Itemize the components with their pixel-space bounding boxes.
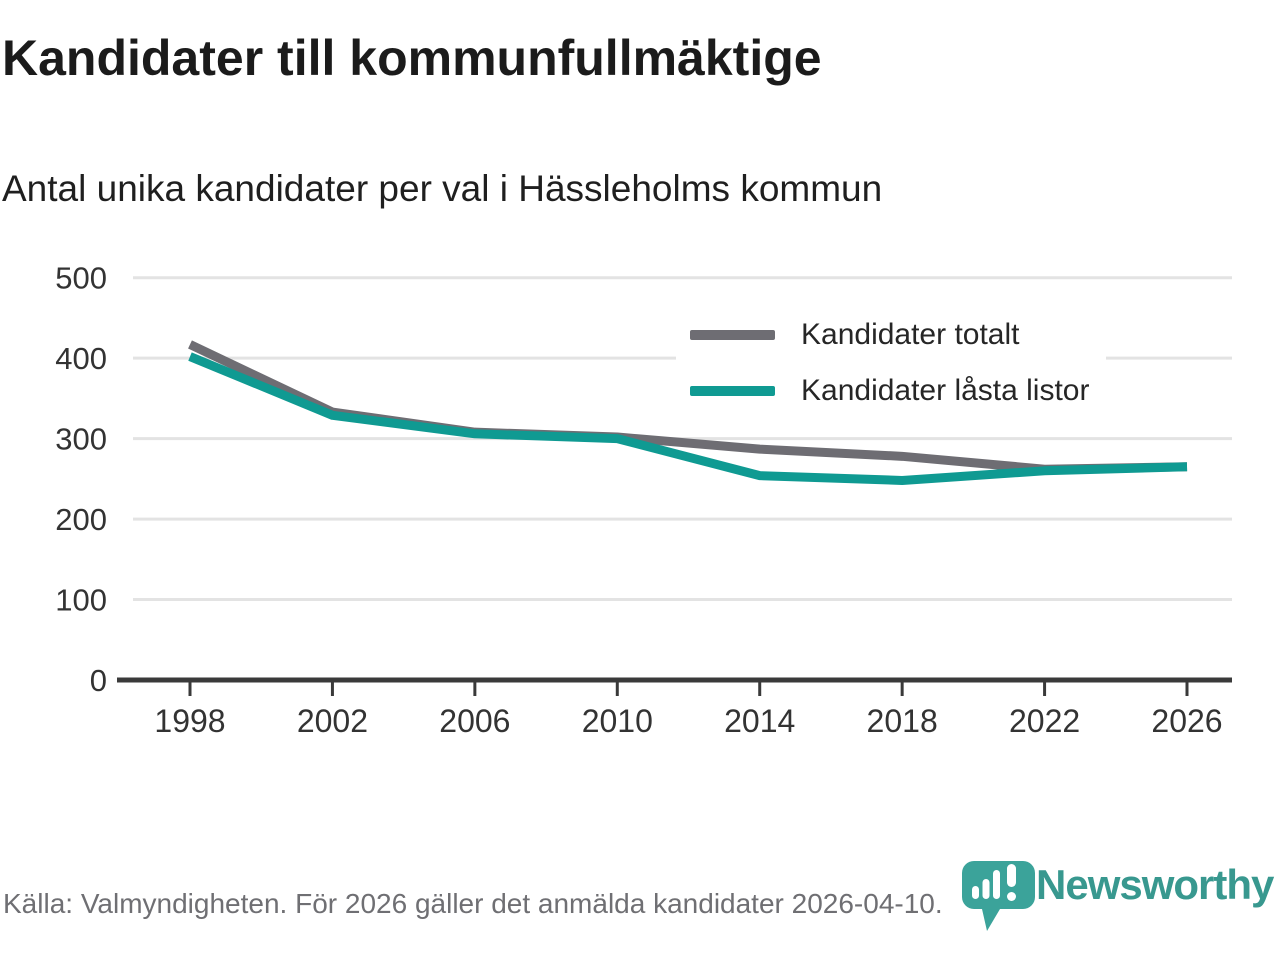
y-tick-label: 200 bbox=[55, 502, 107, 537]
chart-title: Kandidater till kommunfullmäktige bbox=[2, 30, 822, 86]
logo-exclamation-dot bbox=[1007, 892, 1016, 901]
newsworthy-wordmark: Newsworthy bbox=[1036, 861, 1274, 908]
legend-label: Kandidater låsta listor bbox=[801, 374, 1090, 407]
legend-swatch-teal-icon bbox=[690, 386, 775, 396]
logo-bar-3 bbox=[993, 870, 1000, 899]
chart-subtitle: Antal unika kandidater per val i Hässleh… bbox=[2, 168, 883, 209]
y-tick-label: 0 bbox=[90, 663, 107, 698]
logo-exclamation-bar bbox=[1007, 864, 1016, 887]
x-tick-label: 1998 bbox=[154, 703, 225, 739]
x-tick-label: 2006 bbox=[439, 703, 510, 739]
x-tick-label: 2014 bbox=[724, 703, 795, 739]
chart-legend: Kandidater totalt Kandidater låsta listo… bbox=[676, 304, 1106, 424]
y-tick-label: 500 bbox=[55, 261, 107, 296]
legend-item-kandidater-lasta-listor: Kandidater låsta listor bbox=[690, 370, 1090, 412]
legend-swatch-gray-icon bbox=[690, 330, 775, 340]
newsworthy-logo: Newsworthy bbox=[962, 858, 1274, 942]
x-tick-label: 2002 bbox=[297, 703, 368, 739]
y-tick-label: 400 bbox=[55, 341, 107, 376]
y-tick-label: 300 bbox=[55, 422, 107, 457]
logo-bar-2 bbox=[982, 879, 990, 899]
x-tick-label: 2010 bbox=[582, 703, 653, 739]
logo-bar-1 bbox=[972, 886, 979, 899]
y-tick-label: 100 bbox=[55, 583, 107, 618]
source-note: Källa: Valmyndigheten. För 2026 gäller d… bbox=[3, 888, 943, 919]
newsworthy-pin-barchart-icon bbox=[962, 861, 1035, 931]
x-tick-label: 2018 bbox=[867, 703, 938, 739]
legend-item-kandidater-totalt: Kandidater totalt bbox=[690, 314, 1090, 356]
legend-label: Kandidater totalt bbox=[801, 318, 1020, 351]
x-tick-label: 2026 bbox=[1151, 703, 1222, 739]
x-tick-label: 2022 bbox=[1009, 703, 1080, 739]
series-line-kandidater-l-sta-listor bbox=[188, 352, 1188, 485]
